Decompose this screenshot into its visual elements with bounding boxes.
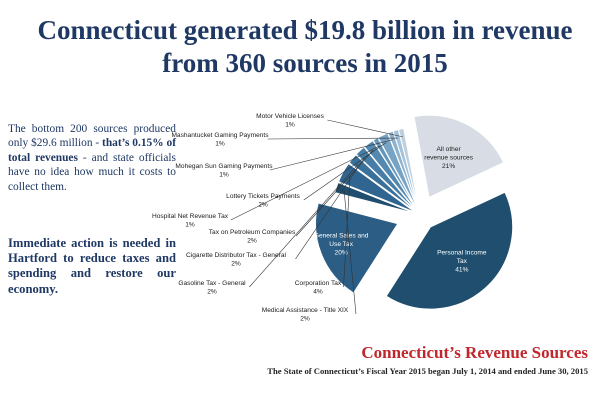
slice-label-lottery-tickets-payments: Lottery Tickets Payments 2% — [226, 193, 300, 209]
slice-label-personal-income-tax: Personal Income Tax 41% — [437, 249, 487, 273]
slice-label-general-sales-and-use-tax: General Sales and Use Tax 20% — [314, 232, 369, 256]
pie-slice-hospital-net-revenue-tax — [372, 137, 418, 211]
headline: Connecticut generated $19.8 billion in r… — [0, 14, 610, 80]
slice-label-all-other-revenue-sources: All other revenue sources 21% — [424, 146, 473, 170]
sidebar-paragraph-2: Immediate action is needed in Hartford t… — [8, 236, 176, 296]
leader-line-cigarette-distributor-tax-general — [295, 156, 366, 260]
sidebar-paragraph-1: The bottom 200 sources produced only $29… — [8, 122, 176, 194]
slice-label-medical-assistance-title-xix: Medical Assistance - Title XIX 2% — [262, 307, 349, 323]
slice-label-motor-vehicle-licenses: Motor Vehicle Licenses 1% — [256, 113, 325, 129]
headline-line-2: from 360 sources in 2015 — [162, 48, 448, 78]
slice-label-tax-on-petroleum-companies: Tax on Petroleum Companies 2% — [209, 229, 296, 245]
chart-title: Connecticut’s Revenue Sources — [361, 343, 588, 362]
pie-slice-personal-income-tax — [385, 191, 513, 310]
sidebar-text-bold: that’s 0.15% of total revenues — [8, 137, 176, 164]
sidebar-text-post: - and state officials have no idea how m… — [8, 151, 176, 193]
chart-subtitle: The State of Connecticut’s Fiscal Year 2… — [267, 366, 588, 376]
leader-line-lottery-tickets-payments — [303, 142, 387, 201]
pie-slice-general-sales-and-use-tax — [315, 202, 399, 294]
leader-line-mashantucket-gaming-payments — [267, 137, 398, 140]
leader-line-corporation-tax — [343, 176, 351, 288]
slice-label-mashantucket-gaming-payments: Mashantucket Gaming Payments 1% — [171, 132, 269, 148]
leader-line-tax-on-petroleum-companies — [295, 149, 374, 237]
slice-label-corporation-tax: Corporation Tax 4% — [295, 280, 342, 296]
slice-label-cigarette-distributor-tax-general: Cigarette Distributor Tax - General 2% — [186, 252, 286, 268]
headline-line-1: Connecticut generated $19.8 billion in r… — [37, 15, 573, 45]
pie-slice-all-other-revenue-sources — [413, 114, 504, 198]
slice-label-mohegan-sun-gaming-payments: Mohegan Sun Gaming Payments 1% — [175, 163, 273, 179]
pie-slice-cigarette-distributor-tax-general — [355, 146, 417, 211]
leader-line-mohegan-sun-gaming-payments — [269, 139, 394, 171]
slice-label-gasoline-tax-general: Gasoline Tax - General 2% — [178, 280, 246, 296]
pie-slice-motor-vehicle-licenses — [398, 128, 420, 210]
pie-slice-gasoline-tax-general — [348, 154, 416, 212]
leader-line-hospital-net-revenue-tax — [230, 145, 380, 221]
sidebar-text-pre: The bottom 200 sources produced only $29… — [8, 123, 176, 150]
slice-label-hospital-net-revenue-tax: Hospital Net Revenue Tax 1% — [152, 213, 229, 229]
leader-line-motor-vehicle-licenses — [327, 119, 403, 138]
leader-line-gasoline-tax-general — [249, 163, 359, 288]
leader-line-medical-assistance-title-xix — [343, 189, 357, 315]
